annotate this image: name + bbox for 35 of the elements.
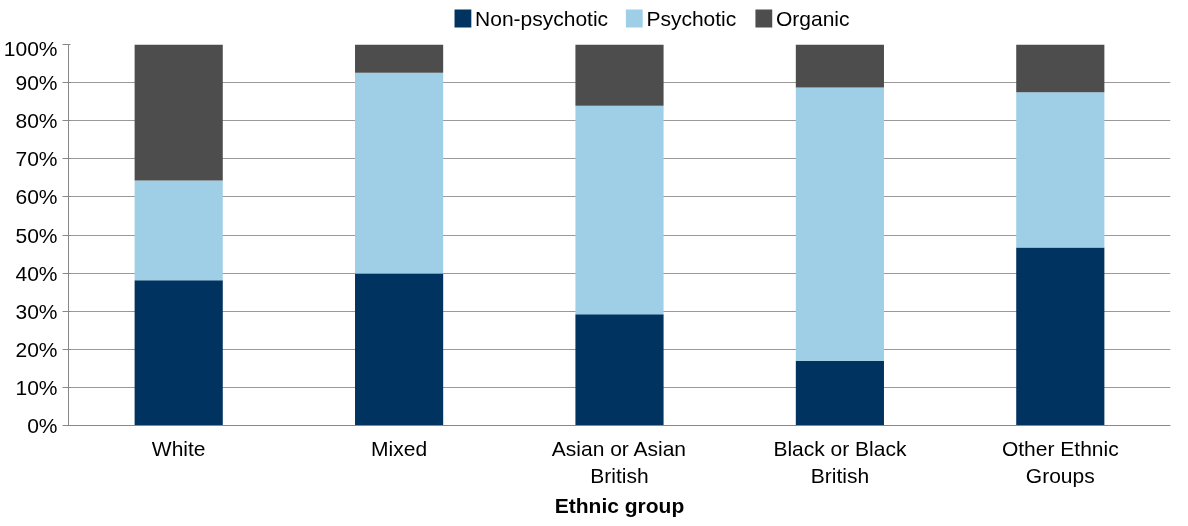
x-tick-label: White — [151, 436, 206, 460]
bar — [795, 87, 884, 361]
bar — [355, 72, 444, 274]
legend-label: Psychotic — [646, 7, 737, 30]
x-tick-label: Black or Black British — [773, 436, 907, 488]
x-tick-label: Other Ethnic Groups — [1001, 436, 1119, 488]
bar — [1016, 247, 1105, 426]
y-tick-label: 100% — [3, 36, 58, 60]
x-axis-title: Ethnic group — [554, 494, 685, 518]
bar — [355, 44, 444, 73]
bar — [1016, 44, 1105, 93]
bar — [355, 273, 444, 426]
bar — [1016, 92, 1105, 248]
y-tick-label: 90% — [15, 71, 58, 95]
y-tick-label: 0% — [27, 414, 58, 437]
bar — [575, 105, 664, 315]
y-tick-label: 10% — [15, 375, 58, 399]
legend-label: Non-psychotic — [475, 7, 609, 30]
y-tick-label: 70% — [15, 147, 58, 171]
y-tick-label: 50% — [15, 223, 58, 247]
y-tick-label: 80% — [15, 109, 58, 133]
x-tick-label: Asian or Asian British — [551, 436, 687, 488]
bar — [575, 314, 664, 426]
y-tick-label: 30% — [15, 299, 58, 323]
y-tick-label: 60% — [15, 185, 58, 209]
x-tick-label: Mixed — [371, 436, 428, 460]
bar — [795, 44, 884, 88]
bar — [134, 44, 223, 181]
bar — [575, 44, 664, 106]
bar — [795, 360, 884, 426]
legend-label: Organic — [775, 7, 850, 30]
y-tick-label: 20% — [15, 337, 58, 361]
y-tick-label: 40% — [15, 261, 58, 285]
bar — [134, 180, 223, 281]
bar — [134, 280, 223, 426]
